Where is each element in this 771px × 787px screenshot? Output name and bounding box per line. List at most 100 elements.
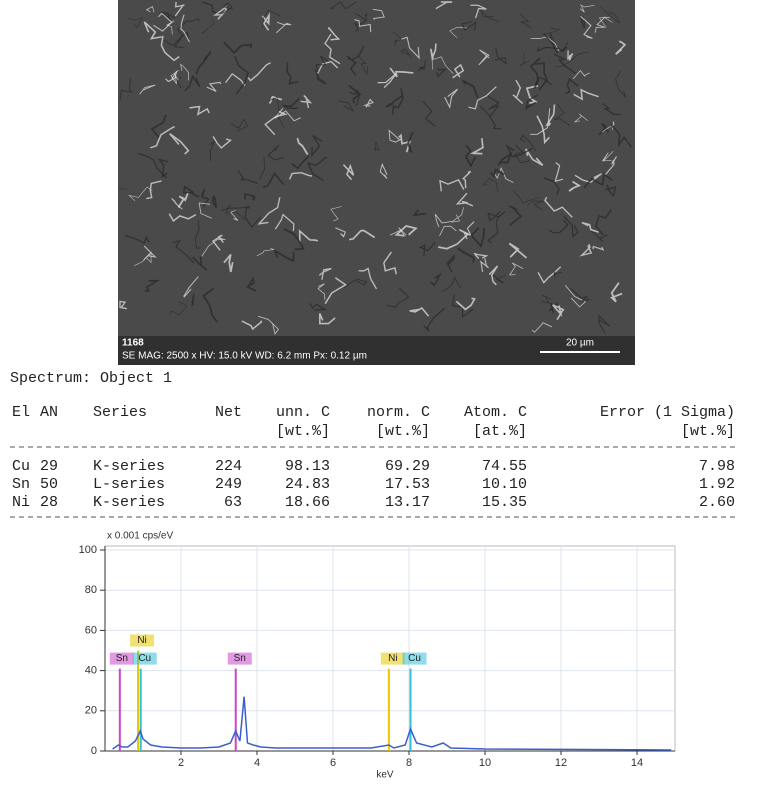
element-tag-label: Ni [137, 635, 146, 646]
sem-feature [311, 134, 323, 158]
sem-feature [170, 69, 179, 85]
element-tag-label: Sn [234, 653, 246, 664]
y-tick-label: 40 [85, 665, 97, 677]
sem-feature [259, 156, 266, 180]
sem-feature [230, 118, 249, 132]
x-tick-label: 14 [631, 757, 643, 769]
table-header: El [12, 404, 30, 421]
sem-feature [354, 20, 367, 32]
sem-feature [423, 307, 446, 332]
scale-bar-label: 20 µm [566, 338, 594, 349]
sem-feature [314, 69, 327, 85]
sem-feature [180, 63, 189, 81]
sem-feature [452, 63, 465, 79]
sem-feature [202, 287, 218, 323]
sem-feature [393, 31, 403, 46]
sem-feature [330, 206, 342, 222]
sem-feature [525, 85, 539, 104]
sem-feature [435, 1, 453, 10]
sem-feature [385, 94, 404, 108]
sem-feature [598, 16, 613, 29]
sem-feature [525, 94, 539, 111]
y-axis-label: x 0.001 cps/eV [107, 531, 173, 542]
sem-feature [309, 302, 327, 311]
sem-feature [145, 6, 155, 13]
sem-feature [272, 248, 295, 263]
sem-feature [462, 170, 472, 189]
sem-feature [157, 158, 168, 178]
sem-feature [201, 237, 226, 257]
element-tag [227, 652, 252, 665]
sem-feature [553, 271, 562, 277]
sem-feature [180, 14, 190, 43]
table-cell: 10.10 [482, 476, 527, 493]
sem-feature [542, 28, 560, 35]
sem-feature [283, 228, 305, 251]
sem-feature [601, 151, 614, 162]
y-tick-label: 80 [85, 584, 97, 596]
sem-feature [212, 136, 232, 149]
sem-feature [554, 51, 590, 68]
sem-feature [544, 196, 573, 218]
y-tick-label: 0 [91, 745, 97, 757]
sem-feature [579, 4, 595, 13]
sem-feature [296, 137, 309, 155]
sem-feature [487, 211, 506, 222]
sem-feature [389, 227, 407, 237]
sem-feature [434, 213, 452, 228]
sem-feature [291, 155, 310, 170]
element-tag [402, 652, 427, 665]
sem-feature [567, 50, 574, 61]
table-cell: 29 [40, 458, 58, 475]
table-cell: 50 [40, 476, 58, 493]
sem-feature [268, 97, 284, 128]
sem-feature [124, 234, 150, 244]
sem-feature [377, 73, 397, 89]
sem-feature [169, 133, 190, 155]
sem-feature [489, 168, 505, 179]
sem-feature [244, 192, 256, 201]
sem-feature [165, 70, 178, 83]
sem-feature [198, 202, 212, 219]
sem-feature [247, 62, 271, 82]
sem-feature [563, 215, 579, 238]
sem-feature [554, 162, 564, 183]
sem-feature [570, 287, 591, 303]
sem-feature [225, 204, 246, 221]
table-unit: [at.%] [473, 423, 527, 440]
sem-feature [211, 195, 218, 208]
sem-feature [601, 121, 615, 133]
sem-feature [615, 40, 627, 55]
sem-feature [431, 56, 454, 75]
sem-feature [455, 297, 476, 311]
table-cell: 69.29 [385, 458, 430, 475]
sem-feature [592, 245, 605, 251]
sem-feature [526, 200, 544, 211]
table-cell: 1.92 [699, 476, 735, 493]
sem-feature [184, 74, 201, 92]
sem-feature [531, 322, 552, 333]
sem-feature [286, 62, 299, 85]
sem-feature [451, 207, 464, 223]
table-header: norm. C [367, 404, 430, 421]
table-cell: 98.13 [285, 458, 330, 475]
sem-feature [346, 55, 357, 76]
sem-feature [446, 254, 456, 273]
spectrum-chart: 0 20 40 60 80 100 2 4 6 8 10 12 14 x 0.001 cps/eV keV S… [79, 531, 676, 781]
sem-feature [407, 131, 414, 153]
x-tick-label: 4 [254, 757, 260, 769]
sem-feature [206, 81, 222, 92]
sem-feature [605, 184, 617, 198]
sem-feature [143, 21, 162, 40]
sem-feature [508, 242, 528, 259]
sem-feature [444, 88, 459, 109]
element-tag [109, 652, 134, 665]
sem-feature [598, 123, 610, 136]
sem-info: SE MAG: 2500 x HV: 15.0 kV WD: 6.2 mm Px… [122, 351, 367, 362]
table-header: Series [93, 404, 147, 421]
sem-feature [379, 162, 388, 179]
element-tag-label: Cu [408, 653, 421, 664]
sem-feature [610, 282, 623, 303]
sem-feature [160, 35, 180, 62]
sem-feature [519, 53, 530, 66]
